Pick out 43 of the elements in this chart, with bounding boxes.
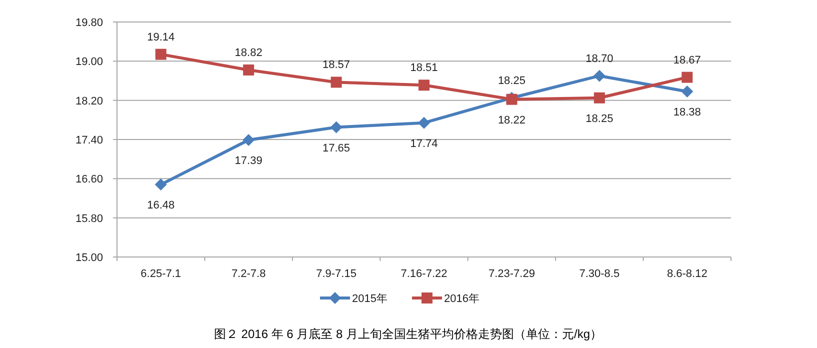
- caption: 图２ 2016 年 6 月底至 8 月上旬全国生猪平均价格走势图（单位：元/kg）: [214, 327, 602, 341]
- y-tick-label: 19.80: [75, 17, 103, 29]
- legend-label: 2015年: [352, 293, 388, 305]
- point: [418, 116, 430, 129]
- x-tick-label: 7.16-7.22: [400, 268, 448, 280]
- y-tick-label: 18.20: [75, 95, 103, 108]
- data-label: 17.65: [322, 142, 350, 154]
- point: [594, 92, 605, 104]
- y-tick-label: 19.00: [75, 56, 103, 68]
- x-tick-label: 7.2-7.8: [231, 268, 266, 280]
- point: [330, 121, 342, 134]
- data-label: 17.39: [234, 154, 262, 167]
- data-label: 19.14: [147, 31, 175, 44]
- data-label: 18.22: [498, 114, 526, 126]
- data-label: 18.51: [410, 62, 438, 74]
- point: [330, 76, 342, 88]
- y-tick-label: 15.00: [75, 252, 103, 264]
- legend-label: 2016年: [444, 293, 480, 305]
- data-label: 18.67: [673, 54, 701, 66]
- point: [154, 178, 167, 191]
- data-label: 18.25: [498, 74, 526, 87]
- point: [243, 64, 254, 76]
- y-tick-label: 15.80: [75, 212, 103, 225]
- data-label: 18.57: [322, 59, 350, 72]
- x-tick-label: 8.6-8.12: [666, 268, 708, 280]
- point: [681, 86, 694, 98]
- data-label: 16.48: [147, 200, 175, 212]
- point: [418, 80, 430, 91]
- x-tick-label: 7.9-7.15: [316, 268, 356, 280]
- y-tick-label: 16.60: [75, 174, 103, 186]
- x-tick-label: 7.23-7.29: [488, 268, 535, 280]
- x-tick-label: 7.30-8.5: [579, 268, 620, 280]
- data-label: 18.82: [234, 46, 262, 59]
- data-label: 18.38: [673, 106, 701, 119]
- point: [593, 70, 606, 82]
- point: [682, 72, 693, 83]
- data-label: 18.25: [586, 112, 614, 125]
- point: [242, 134, 255, 146]
- data-label: 18.70: [586, 52, 614, 65]
- data-label: 17.74: [410, 138, 438, 150]
- x-tick-label: 6.25-7.1: [140, 268, 182, 280]
- point: [155, 48, 166, 60]
- y-tick-label: 17.40: [75, 134, 103, 146]
